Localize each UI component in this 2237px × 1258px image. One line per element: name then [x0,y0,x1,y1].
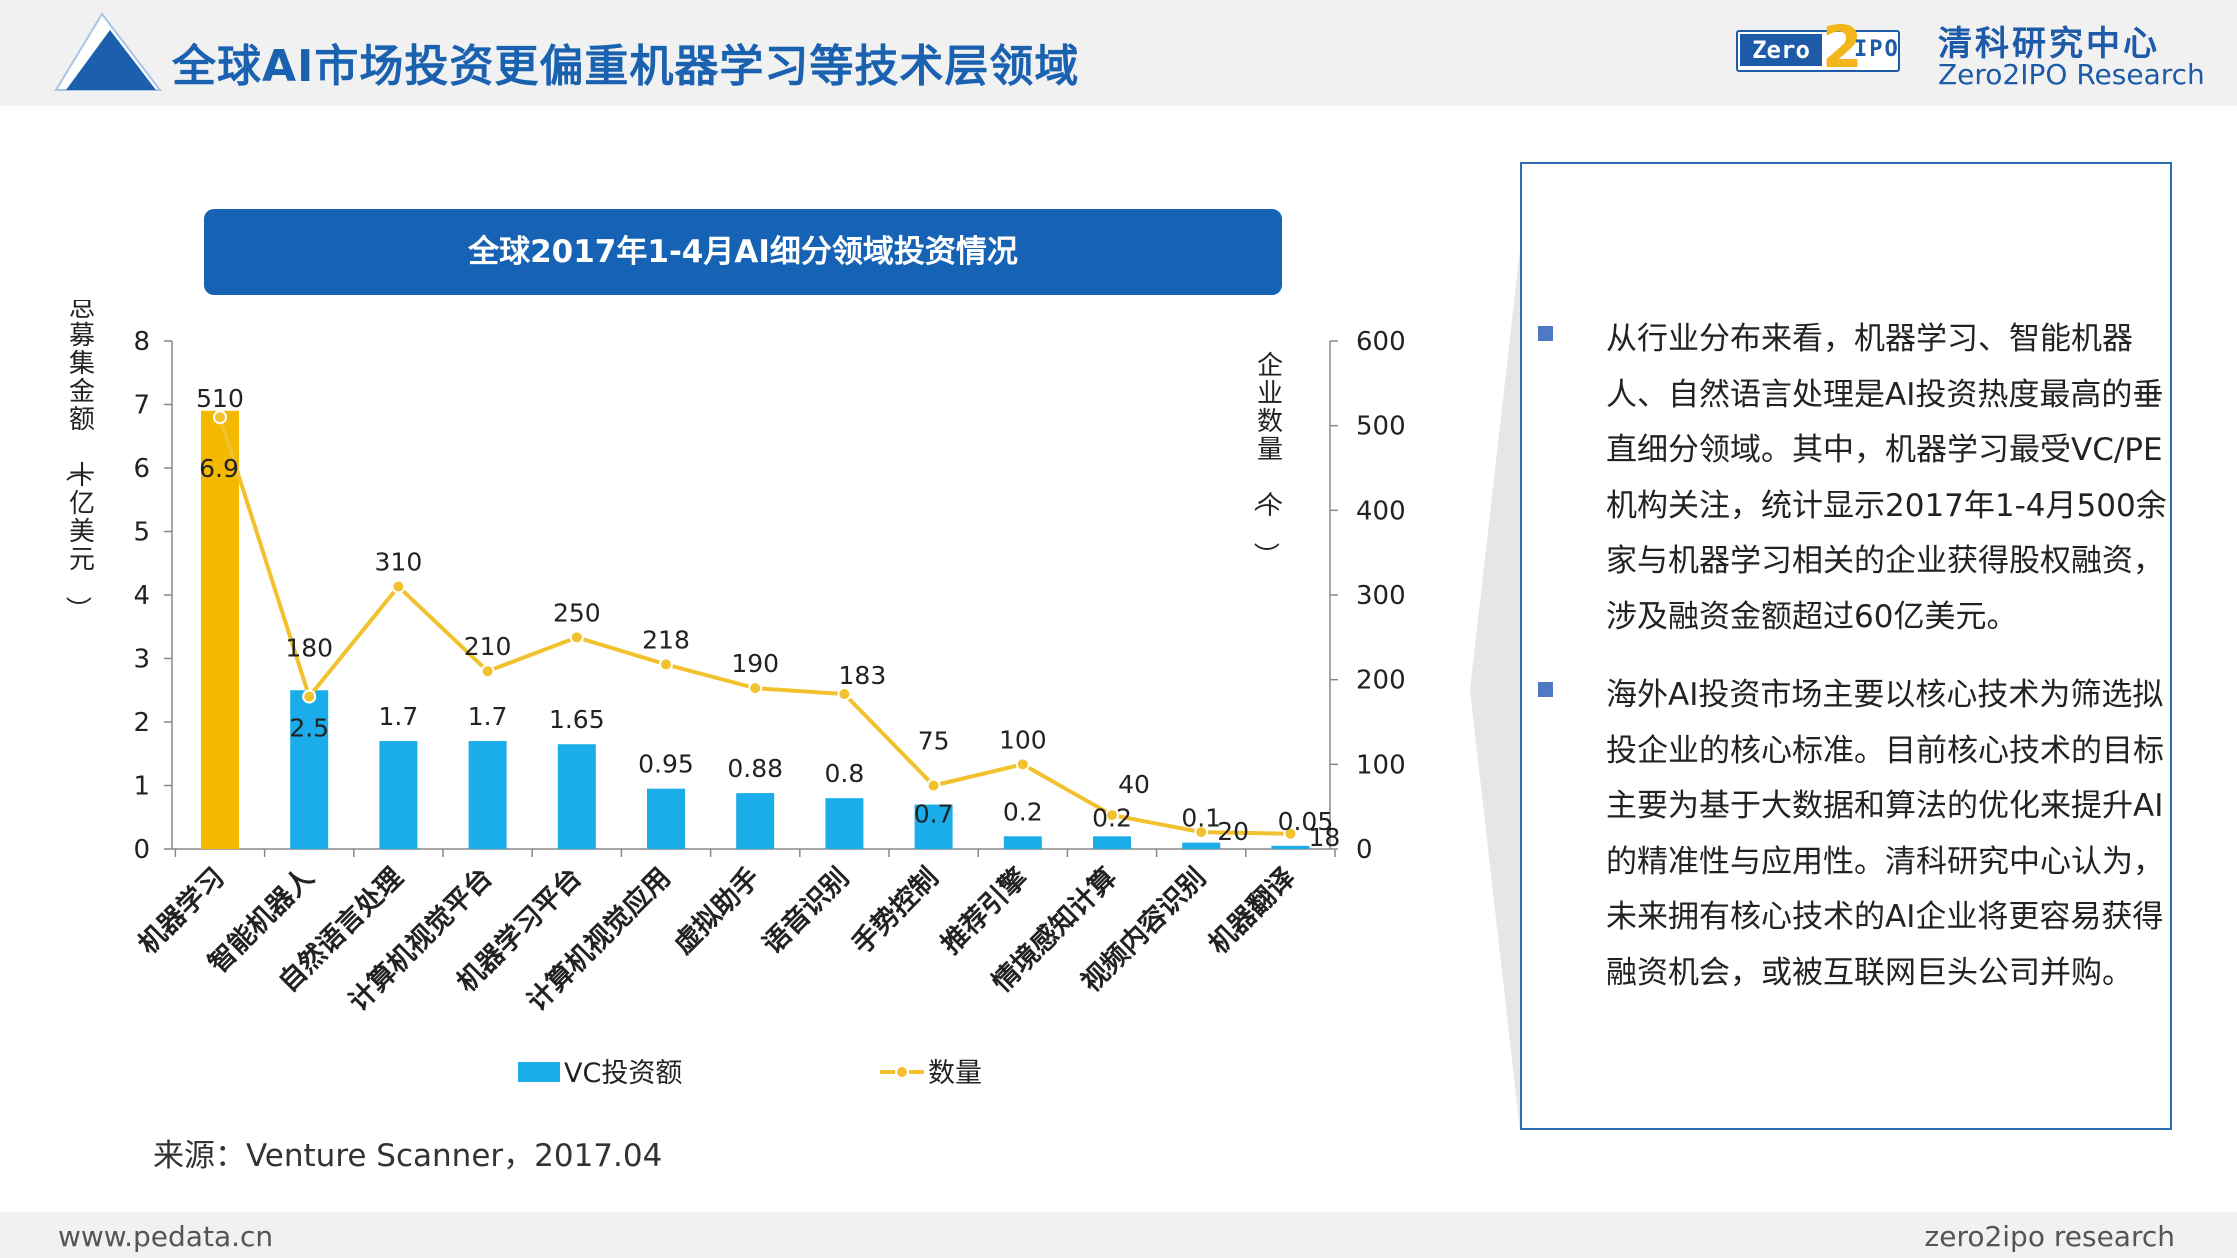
count-value-label: 20 [1217,817,1249,846]
left-tick-label: 2 [133,708,150,738]
right-tick-label: 200 [1356,666,1406,696]
count-point-6 [659,657,673,672]
bar-value-label: 1.65 [549,705,605,734]
bar-2 [290,690,329,849]
bar-value-label: 0.05 [1278,807,1334,836]
left-tick-label: 5 [133,518,150,548]
left-tick-label: 7 [133,391,150,421]
brand-name-cn: 清科研究中心 [1938,24,2160,64]
count-value-label: 180 [285,634,333,663]
legend-line-marker [895,1065,909,1079]
bar-value-label: 1.7 [468,702,508,731]
left-tick-label: 8 [133,327,150,357]
left-tick-label: 0 [133,835,150,865]
count-point-1 [213,410,227,425]
bar-8 [825,798,864,849]
count-point-8 [837,687,852,702]
bar-5 [557,744,596,849]
bar-value-label: 0.8 [825,759,865,788]
logo-two-text: 2 [1822,13,1863,81]
count-value-label: 40 [1118,770,1150,799]
chart-title: 全球2017年1-4月AI细分领域投资情况 [204,209,1282,295]
count-point-5 [569,630,584,645]
count-value-label: 510 [196,384,244,413]
bar-value-label: 6.9 [199,454,239,483]
count-point-4 [480,664,495,679]
category-label: 手势控制 [846,862,944,960]
legend-bar-label: VC投资额 [564,1058,682,1089]
count-point-9 [926,778,941,793]
bar-7 [736,793,775,849]
logo-ipo-text: IPO [1854,37,1900,62]
count-point-13 [1283,826,1298,841]
source-note: 来源：Venture Scanner，2017.04 [153,1138,663,1174]
category-label: 虚拟助手 [668,862,766,960]
footer-website: www.pedata.cn [58,1220,274,1253]
bar-value-label: 0.1 [1181,804,1221,833]
bullet-text: 从行业分布来看，机器学习、智能机器人、自然语言处理是AI投资热度最高的垂直细分领… [1606,321,2167,635]
bar-12 [1182,842,1221,849]
count-value-label: 218 [642,625,690,654]
count-point-10 [1015,757,1030,772]
count-point-12 [1194,825,1209,840]
left-axis-title: 总募集金额（十亿美元） [62,300,95,622]
count-value-label: 183 [839,661,887,690]
triangle-logo-icon [54,12,162,91]
bar-value-label: 0.95 [638,750,694,779]
right-tick-label: 300 [1356,581,1406,611]
zero2ipo-logo: Zero 2 IPO [1736,18,1900,76]
footer-bar: www.pedata.cn zero2ipo research [0,1212,2237,1258]
bar-value-label: 0.2 [1092,803,1132,832]
brand-name-en: Zero2IPO Research [1938,58,2205,91]
callout-pointer [1470,250,1520,1130]
bar-3 [379,741,418,849]
category-label: 语音识别 [756,861,855,960]
legend-bar-swatch [518,1062,560,1082]
left-tick-label: 3 [133,645,150,675]
bar-11 [1093,836,1131,849]
bar-13 [1271,845,1310,849]
bar-10 [1003,836,1042,849]
count-value-label: 75 [918,727,950,756]
left-tick-label: 4 [133,581,150,611]
header-bar: 全球AI市场投资更偏重机器学习等技术层领域 Zero 2 IPO 清科研究中心 … [0,0,2237,106]
page-title: 全球AI市场投资更偏重机器学习等技术层领域 [172,41,1080,92]
count-point-3 [391,579,406,594]
count-value-label: 250 [553,598,601,627]
bar-1 [201,410,239,849]
bar-value-label: 2.5 [289,713,329,742]
bullet-square-icon [1538,682,1553,697]
investment-chart: 0 1 2 3 4 5 6 7 8 0 100 200 300 400 500 600 总募集金额（十亿美元） 企… [62,300,1406,1089]
count-point-7 [748,681,763,696]
bar-value-label: 0.2 [1003,797,1043,826]
right-tick-label: 100 [1356,750,1406,780]
right-tick-label: 0 [1356,835,1373,865]
count-value-label: 310 [375,548,423,577]
count-point-2 [302,689,317,704]
count-value-label: 100 [999,725,1047,754]
footer-brand: zero2ipo research [1924,1220,2175,1253]
count-point-11 [1105,808,1119,823]
right-tick-label: 600 [1356,327,1406,357]
count-value-label: 190 [731,649,779,678]
bullet-square-icon [1538,326,1553,341]
count-value-label: 18 [1308,823,1340,852]
right-tick-label: 500 [1356,412,1406,442]
bar-value-label: 1.7 [379,702,419,731]
logo-zero-text: Zero [1740,34,1822,66]
bullet-text: 海外AI投资市场主要以核心技术为筛选拟投企业的核心标准。目前核心技术的目标主要为… [1606,677,2164,991]
legend-line-label: 数量 [928,1058,982,1089]
count-value-label: 210 [464,632,512,661]
bar-value-label: 0.88 [727,754,783,783]
summary-textbox: 从行业分布来看，机器学习、智能机器人、自然语言处理是AI投资热度最高的垂直细分领… [1520,162,2172,1130]
bar-value-label: 0.7 [914,800,954,829]
right-tick-label: 400 [1356,496,1406,526]
bar-6 [647,788,685,849]
left-tick-label: 1 [133,772,150,802]
left-tick-label: 6 [133,454,150,484]
category-label: 机器翻译 [1203,861,1302,960]
bar-4 [468,741,507,849]
right-axis-title: 企业数量（个） [1250,351,1283,568]
bar-9 [914,804,953,849]
